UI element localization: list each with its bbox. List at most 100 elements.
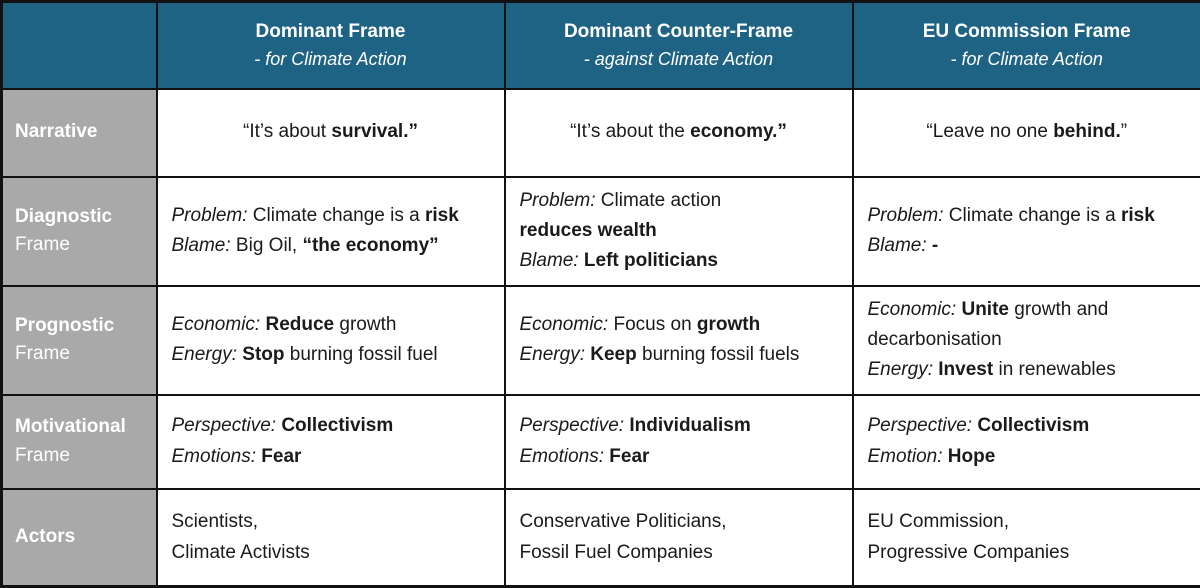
cell-line: Climate Activists — [172, 538, 490, 568]
cell-line: Economic: Reduce growth — [172, 310, 490, 340]
cell-prognostic-dominant: Economic: Reduce growth Energy: Stop bur… — [157, 286, 505, 395]
row-label-text: Frame — [15, 442, 148, 471]
cell-line: Progressive Companies — [868, 538, 1187, 568]
table-row-narrative: Narrative “It’s about survival.” “It’s a… — [2, 89, 1200, 177]
cell-line: Energy: Stop burning fossil fuel — [172, 340, 490, 370]
cell-actors-eu: EU Commission, Progressive Companies — [853, 489, 1200, 587]
cell-motivational-counter: Perspective: Individualism Emotions: Fea… — [505, 395, 853, 489]
row-label-text: Prognostic — [15, 312, 148, 341]
text-run: Climate action — [596, 190, 722, 211]
text-run-bold: behind. — [1053, 121, 1121, 142]
text-run-bold: Reduce — [265, 314, 334, 335]
cell-motivational-eu: Perspective: Collectivism Emotion: Hope — [853, 395, 1200, 489]
text-run: Progressive Companies — [868, 542, 1070, 563]
table-row-prognostic: Prognostic Frame Economic: Reduce growth… — [2, 286, 1200, 395]
text-run: EU Commission, — [868, 511, 1009, 532]
row-label-actors: Actors — [2, 489, 157, 587]
text-run-bold: growth — [697, 314, 760, 335]
table-row-actors: Actors Scientists, Climate Activists Con… — [2, 489, 1200, 587]
text-run-italic: Energy: — [172, 344, 243, 365]
column-subtitle: - for Climate Action — [164, 47, 498, 71]
cell-line: Emotions: Fear — [172, 442, 490, 472]
text-run-italic: Emotions: — [172, 446, 262, 467]
text-run-italic: Blame: — [868, 235, 932, 256]
row-label-narrative: Narrative — [2, 89, 157, 177]
text-run-italic: Energy: — [868, 359, 939, 380]
text-run-italic: Problem: — [172, 205, 248, 226]
text-run-italic: Blame: — [520, 250, 584, 271]
text-run: burning fossil fuel — [284, 344, 437, 365]
row-label-prognostic-frame: Prognostic Frame — [2, 286, 157, 395]
cell-diagnostic-eu: Problem: Climate change is a risk Blame:… — [853, 177, 1200, 286]
cell-line: reduces wealth — [520, 216, 838, 246]
text-run-bold: Hope — [948, 446, 996, 467]
text-run: Big Oil, — [231, 235, 303, 256]
cell-line: Blame: Left politicians — [520, 246, 838, 276]
text-run-bold: Stop — [242, 344, 284, 365]
text-run-italic: Energy: — [520, 344, 591, 365]
text-run-italic: Perspective: — [868, 415, 978, 436]
row-label-text: Narrative — [15, 118, 148, 147]
column-subtitle: - against Climate Action — [512, 47, 846, 71]
text-run: Climate Activists — [172, 542, 310, 563]
text-run-bold: “the economy” — [302, 235, 438, 256]
cell-line: Emotions: Fear — [520, 442, 838, 472]
text-run: Focus on — [608, 314, 697, 335]
cell-line: Problem: Climate action — [520, 186, 838, 216]
row-label-text: Actors — [15, 523, 148, 552]
cell-narrative-eu: “Leave no one behind.” — [853, 89, 1200, 177]
text-run: growth — [334, 314, 396, 335]
text-run-italic: Emotion: — [868, 446, 948, 467]
header-cell-dominant-frame: Dominant Frame - for Climate Action — [157, 2, 505, 89]
text-run-italic: Emotions: — [520, 446, 610, 467]
cell-line: Scientists, — [172, 507, 490, 537]
text-run-bold: Individualism — [629, 415, 750, 436]
cell-prognostic-eu: Economic: Unite growth and decarbonisati… — [853, 286, 1200, 395]
column-title: Dominant Frame — [164, 19, 498, 45]
column-subtitle: - for Climate Action — [860, 47, 1195, 71]
cell-line: decarbonisation — [868, 325, 1187, 355]
cell-diagnostic-dominant: Problem: Climate change is a risk Blame:… — [157, 177, 505, 286]
cell-line: Conservative Politicians, — [520, 507, 838, 537]
cell-narrative-dominant: “It’s about survival.” — [157, 89, 505, 177]
row-label-text: Motivational — [15, 413, 148, 442]
text-run-italic: Problem: — [868, 205, 944, 226]
cell-line: Perspective: Collectivism — [868, 411, 1187, 441]
table-row-motivational: Motivational Frame Perspective: Collecti… — [2, 395, 1200, 489]
cell-line: “Leave no one behind.” — [868, 117, 1187, 147]
text-run: “It’s about — [243, 121, 331, 142]
text-run: Conservative Politicians, — [520, 511, 727, 532]
text-run: Scientists, — [172, 511, 259, 532]
text-run-bold: Left politicians — [584, 250, 718, 271]
cell-actors-counter: Conservative Politicians, Fossil Fuel Co… — [505, 489, 853, 587]
text-run-bold: Collectivism — [281, 415, 393, 436]
row-label-motivational-frame: Motivational Frame — [2, 395, 157, 489]
text-run: Climate change is a — [944, 205, 1121, 226]
cell-line: Fossil Fuel Companies — [520, 538, 838, 568]
text-run-bold: Keep — [590, 344, 636, 365]
cell-motivational-dominant: Perspective: Collectivism Emotions: Fear — [157, 395, 505, 489]
row-label-text: Frame — [15, 231, 148, 260]
header-row: Dominant Frame - for Climate Action Domi… — [2, 2, 1200, 89]
row-label-diagnostic-frame: Diagnostic Frame — [2, 177, 157, 286]
text-run-bold: reduces wealth — [520, 220, 657, 241]
cell-line: EU Commission, — [868, 507, 1187, 537]
row-label-text: Diagnostic — [15, 203, 148, 232]
text-run: decarbonisation — [868, 329, 1002, 350]
text-run-italic: Blame: — [172, 235, 231, 256]
cell-diagnostic-counter: Problem: Climate action reduces wealth B… — [505, 177, 853, 286]
text-run-italic: Problem: — [520, 190, 596, 211]
text-run: growth and — [1009, 299, 1108, 320]
text-run-italic: Economic: — [172, 314, 266, 335]
column-title: EU Commission Frame — [860, 19, 1195, 45]
text-run-bold: Collectivism — [977, 415, 1089, 436]
header-cell-dominant-counter-frame: Dominant Counter-Frame - against Climate… — [505, 2, 853, 89]
cell-prognostic-counter: Economic: Focus on growth Energy: Keep b… — [505, 286, 853, 395]
header-cell-eu-commission-frame: EU Commission Frame - for Climate Action — [853, 2, 1200, 89]
text-run-italic: Economic: — [868, 299, 962, 320]
cell-line: Perspective: Individualism — [520, 411, 838, 441]
cell-line: “It’s about the economy.” — [520, 117, 838, 147]
text-run-bold: - — [932, 235, 938, 256]
cell-line: Blame: Big Oil, “the economy” — [172, 231, 490, 261]
